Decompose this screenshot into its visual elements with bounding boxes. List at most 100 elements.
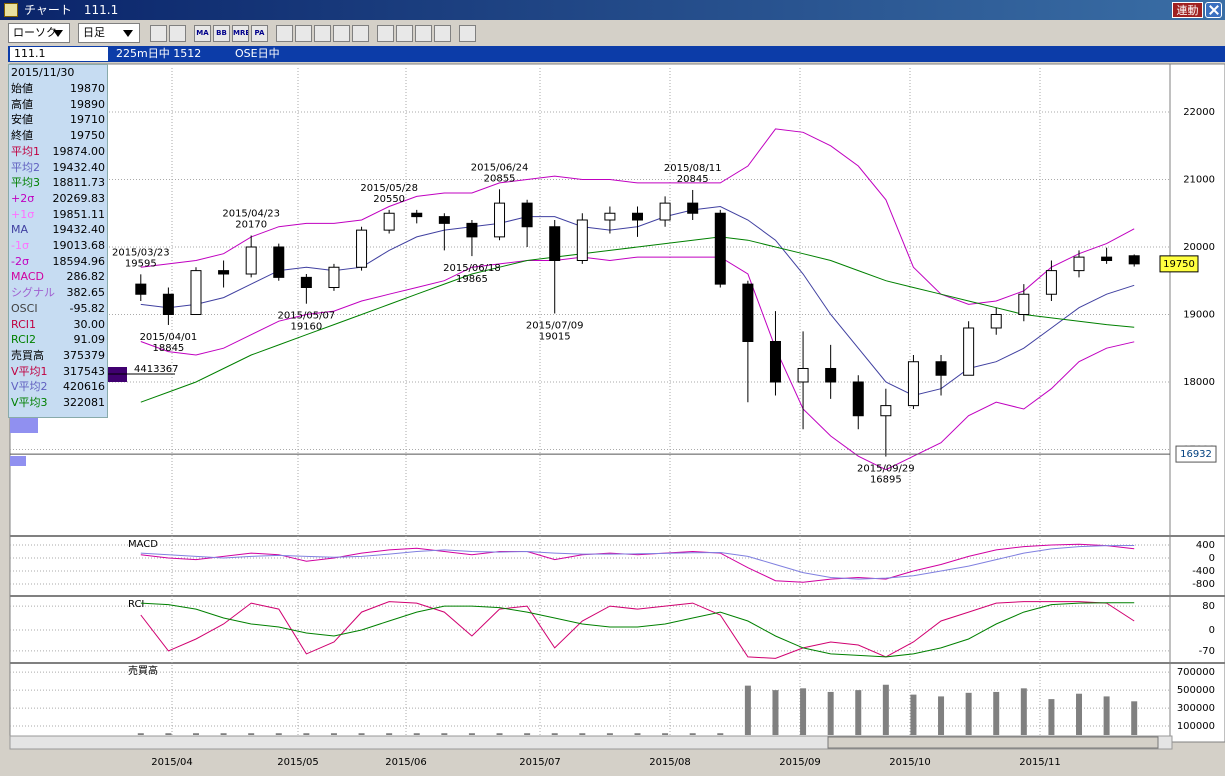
toolbar-icon[interactable]	[314, 25, 331, 42]
toolbar-icon[interactable]	[169, 25, 186, 42]
volume-bar	[579, 733, 586, 735]
volume-bar	[882, 684, 889, 735]
low-marker-tag	[1175, 445, 1217, 463]
y-tick-label: 400	[1196, 540, 1215, 551]
candle-body	[190, 270, 202, 315]
line	[140, 602, 1135, 658]
panel-value: 375379	[63, 348, 105, 362]
x-tick-label: 2015/07	[519, 757, 561, 768]
close-button[interactable]	[1205, 2, 1222, 18]
volume-bar	[248, 733, 255, 735]
panel-label: シグナル	[11, 286, 55, 300]
volume-bar	[965, 692, 972, 735]
x-tick-label: 2015/08	[649, 757, 691, 768]
candle-body	[438, 216, 450, 224]
toolbar-icon[interactable]	[276, 25, 293, 42]
volume-bar	[358, 733, 365, 735]
y-tick-label: 80	[1202, 601, 1215, 612]
title-bar: チャート 111.1	[0, 0, 1225, 20]
panel-label: MACD	[128, 539, 158, 550]
toolbar-icon[interactable]	[352, 25, 369, 42]
period-dropdown[interactable]: 日足	[78, 23, 140, 43]
annotation-date: 2015/05/28	[360, 183, 418, 194]
panel-value: 420616	[63, 380, 105, 394]
x-tick-label: 2015/06	[385, 757, 427, 768]
volume-bar	[330, 733, 337, 735]
toolbar-icon[interactable]: MA	[194, 25, 211, 42]
toolbar-icon[interactable]	[150, 25, 167, 42]
panel-row: V平均1 317543	[11, 364, 107, 380]
panel-value: 317543	[63, 364, 105, 378]
toolbar-icon[interactable]	[434, 25, 451, 42]
candle-body	[907, 361, 919, 407]
y-tick-label: 300000	[1177, 703, 1215, 714]
candle-body	[687, 202, 699, 214]
candle-body	[963, 327, 975, 376]
candle-body	[1101, 256, 1113, 261]
toolbar-icon[interactable]	[377, 25, 394, 42]
panel-row: V平均3 322081	[11, 395, 107, 411]
toolbar-icon[interactable]: PA	[251, 25, 268, 42]
candle-body	[273, 246, 285, 278]
panel-row: 終値 19750	[11, 128, 107, 144]
candle-body	[576, 219, 588, 261]
volume-bar	[275, 733, 282, 735]
panel-value: 382.65	[66, 286, 106, 300]
candle-body	[466, 222, 478, 238]
candle-body	[825, 367, 837, 383]
panel-row: MACD 286.82	[11, 269, 107, 285]
candle-body	[880, 405, 892, 417]
annotation-value: 20845	[677, 174, 709, 185]
panel-value: 18594.96	[52, 254, 106, 268]
sync-button[interactable]: 連動	[1172, 2, 1203, 18]
volume-bar	[468, 733, 475, 735]
toolbar-icon[interactable]: BB	[213, 25, 230, 42]
annotation-date: 2015/07/09	[526, 320, 584, 331]
volume-bar	[1020, 688, 1027, 735]
chart-style-dropdown[interactable]: ローソク	[8, 23, 70, 43]
volume-bar	[386, 733, 393, 735]
candle-body	[549, 226, 561, 261]
candle-body	[218, 270, 230, 275]
panel-row: 安値 19710	[11, 112, 107, 128]
toolbar-icon[interactable]	[396, 25, 413, 42]
panel-row: V平均2 420616	[11, 379, 107, 395]
dropdown-text: ローソク	[13, 26, 57, 39]
annotation-date: 2015/09/29	[857, 464, 915, 475]
x-tick-label: 2015/04	[151, 757, 193, 768]
toolbar-icon[interactable]	[333, 25, 350, 42]
volume-profile-bar	[10, 418, 38, 433]
panel-row: -2σ 18594.96	[11, 254, 107, 270]
panel-value: 18811.73	[52, 176, 106, 190]
candle-body	[659, 202, 671, 221]
panel-row: +1σ 19851.11	[11, 207, 107, 223]
candle-body	[714, 212, 726, 285]
panel-label: -2σ	[11, 254, 29, 268]
panel-row: 平均2 19432.40	[11, 160, 107, 176]
toolbar-icon[interactable]	[415, 25, 432, 42]
panel-label: MA	[11, 223, 29, 237]
panel-date: 2015/11/30	[11, 66, 75, 79]
candle-body	[411, 212, 423, 218]
line	[140, 256, 1135, 471]
volume-bar	[220, 733, 227, 735]
annotation-value: 20550	[373, 194, 405, 205]
panel-label: RCI	[128, 599, 144, 610]
symbol-box[interactable]: 111.1	[10, 47, 108, 61]
toolbar-icon[interactable]: MRE	[232, 25, 249, 42]
volume-bar	[1076, 693, 1083, 735]
y-tick-label: 0	[1209, 625, 1215, 636]
panel-row: MA 19432.40	[11, 222, 107, 238]
volume-bar	[689, 733, 696, 735]
volume-bar	[938, 696, 945, 735]
panel-value: 286.82	[66, 270, 106, 284]
panel-value: 19710	[70, 113, 105, 127]
candle-body	[383, 212, 395, 231]
panel-value: 19870	[70, 82, 105, 95]
last-price-tag	[1159, 255, 1199, 273]
info-bar: 225m日中 1512 OSE日中	[8, 46, 1225, 62]
candle-body	[494, 202, 506, 238]
toolbar-icon[interactable]	[459, 25, 476, 42]
x-tick-label: 2015/09	[779, 757, 821, 768]
toolbar-icon[interactable]	[295, 25, 312, 42]
